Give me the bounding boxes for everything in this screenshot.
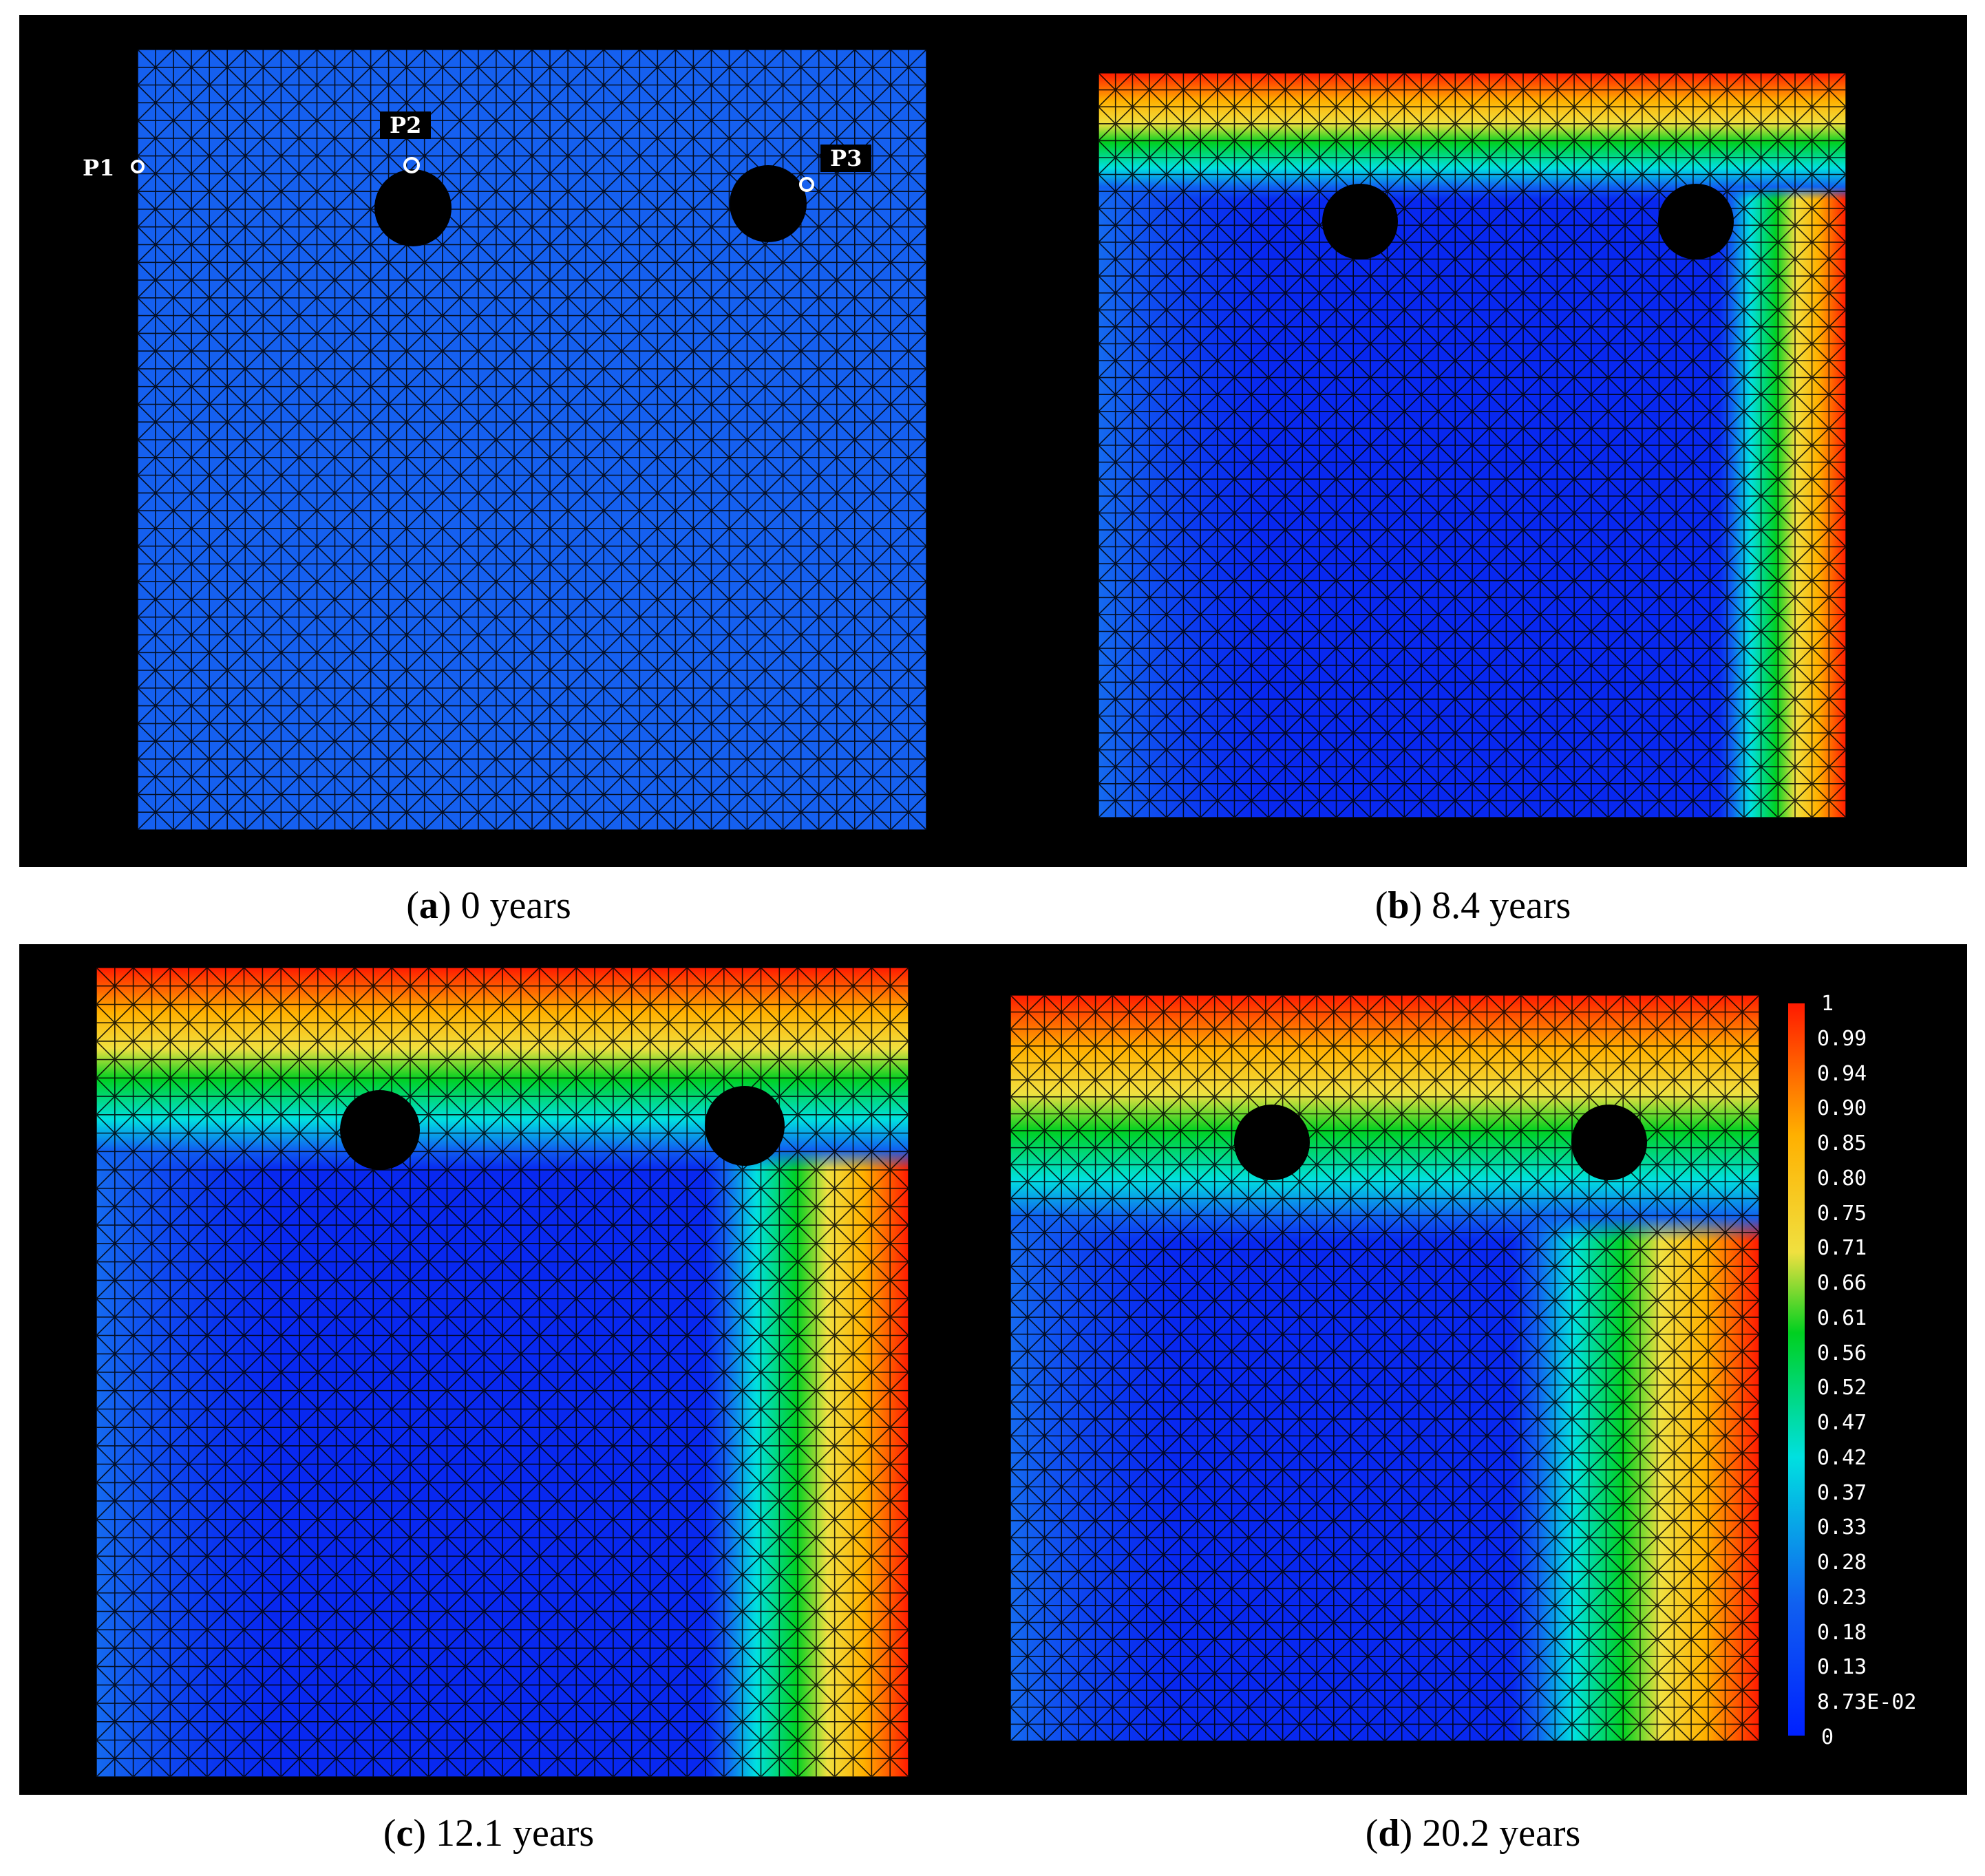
- caption-a-time: 0 years: [460, 884, 571, 927]
- colorbar-tick-label: 8.73E-02: [1817, 1690, 1917, 1715]
- caption-c-letter: c: [396, 1812, 414, 1855]
- mesh-a: [138, 50, 926, 830]
- colorbar-tick-label: 0.99: [1817, 1026, 1867, 1051]
- colorbar-tick-label: 0.75: [1817, 1201, 1867, 1226]
- caption-b: (b) 8.4 years: [1374, 884, 1571, 927]
- hole-a-1: [374, 169, 452, 246]
- probe-marker-p1: [131, 160, 145, 173]
- colorbar-tick-label: 0.23: [1817, 1585, 1867, 1610]
- colorbar-tick-label: 0: [1821, 1725, 1834, 1749]
- mesh-b: [1098, 73, 1846, 818]
- probe-label-p3: P3: [820, 145, 872, 172]
- field-a: [131, 50, 926, 830]
- colorbar-gradient: [1788, 1003, 1805, 1736]
- colorbar-tick-label: 0.13: [1817, 1655, 1867, 1680]
- caption-b-time: 8.4 years: [1432, 884, 1571, 927]
- caption-b-letter: b: [1388, 884, 1410, 927]
- colorbar-tick-label: 0.56: [1817, 1341, 1867, 1365]
- probe-marker-p3: [799, 177, 814, 192]
- field-c: [96, 968, 909, 1777]
- caption-a: (a) 0 years: [406, 884, 571, 927]
- probe-label-p1: P1: [83, 155, 115, 181]
- probe-label-p2: P2: [380, 111, 432, 139]
- colorbar-tick-label: 1: [1821, 992, 1834, 1016]
- caption-c: (c) 12.1 years: [383, 1812, 595, 1855]
- colorbar-tick-label: 0.42: [1817, 1445, 1867, 1470]
- hole-d-2: [1571, 1105, 1647, 1180]
- colorbar-tick-label: 0.85: [1817, 1131, 1867, 1156]
- colorbar-tick-label: 0.94: [1817, 1061, 1867, 1086]
- hole-c-2: [705, 1086, 785, 1166]
- colorbar-tick-label: 0.71: [1817, 1236, 1867, 1261]
- colorbar-tick-label: 0.80: [1817, 1166, 1867, 1191]
- colorbar-tick-label: 0.47: [1817, 1411, 1867, 1436]
- caption-d: (d) 20.2 years: [1365, 1812, 1581, 1855]
- hole-d-1: [1234, 1105, 1310, 1180]
- caption-d-time: 20.2 years: [1422, 1812, 1581, 1855]
- caption-d-letter: d: [1378, 1812, 1400, 1855]
- colorbar-tick-label: 0.28: [1817, 1550, 1867, 1575]
- hole-b-2: [1658, 184, 1734, 259]
- colorbar-tick-label: 0.37: [1817, 1480, 1867, 1505]
- colorbar: [1788, 1003, 1805, 1736]
- field-d: [1010, 995, 1759, 1741]
- colorbar-tick-label: 0.52: [1817, 1376, 1867, 1400]
- field-b: [1098, 73, 1846, 818]
- colorbar-tick-label: 0.61: [1817, 1305, 1867, 1330]
- hole-a-2: [730, 165, 807, 242]
- colorbar-tick-label: 0.66: [1817, 1271, 1867, 1296]
- colorbar-tick-label: 0.18: [1817, 1620, 1867, 1645]
- colorbar-tick-label: 0.33: [1817, 1515, 1867, 1540]
- probe-marker-p2: [403, 157, 420, 173]
- caption-c-time: 12.1 years: [436, 1812, 595, 1855]
- colorbar-tick-label: 0.90: [1817, 1096, 1867, 1121]
- hole-b-1: [1322, 184, 1398, 259]
- mesh-c: [96, 968, 909, 1777]
- caption-a-letter: a: [418, 884, 438, 927]
- mesh-d: [1010, 995, 1759, 1741]
- hole-c-1: [340, 1090, 420, 1170]
